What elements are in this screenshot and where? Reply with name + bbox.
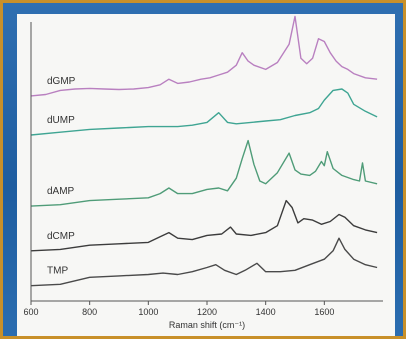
x-tick-layer: 600 800 1000 1200 1400 1600	[23, 301, 334, 317]
raman-spectra-chart: dGMP dUMP dAMP dCMP TMP 600 800 1000 1200 1400 16…	[23, 15, 383, 330]
x-tick-label: 800	[82, 307, 97, 317]
x-tick-label: 600	[23, 307, 38, 317]
series-line-dump	[30, 88, 378, 136]
x-axis-title: Raman shift (cm⁻¹)	[169, 320, 245, 330]
series-line-dgmp	[30, 15, 378, 97]
series-label-tmp: TMP	[47, 266, 68, 277]
series-label-layer: dGMP dUMP dAMP dCMP TMP	[47, 76, 76, 277]
series-line-damp	[30, 139, 378, 207]
chart-panel: dGMP dUMP dAMP dCMP TMP 600 800 1000 1200 1400 16…	[17, 14, 395, 336]
x-tick-label: 1200	[197, 307, 217, 317]
series-line-dcmp	[30, 199, 378, 252]
x-tick-label: 1400	[256, 307, 276, 317]
x-tick-label: 1600	[314, 307, 334, 317]
series-layer	[30, 15, 378, 287]
series-label-dgmp: dGMP	[47, 76, 76, 87]
series-label-damp: dAMP	[47, 186, 75, 197]
x-tick-label: 1000	[138, 307, 158, 317]
series-line-tmp	[30, 237, 378, 287]
series-label-dump: dUMP	[47, 115, 75, 126]
series-label-dcmp: dCMP	[47, 231, 75, 242]
